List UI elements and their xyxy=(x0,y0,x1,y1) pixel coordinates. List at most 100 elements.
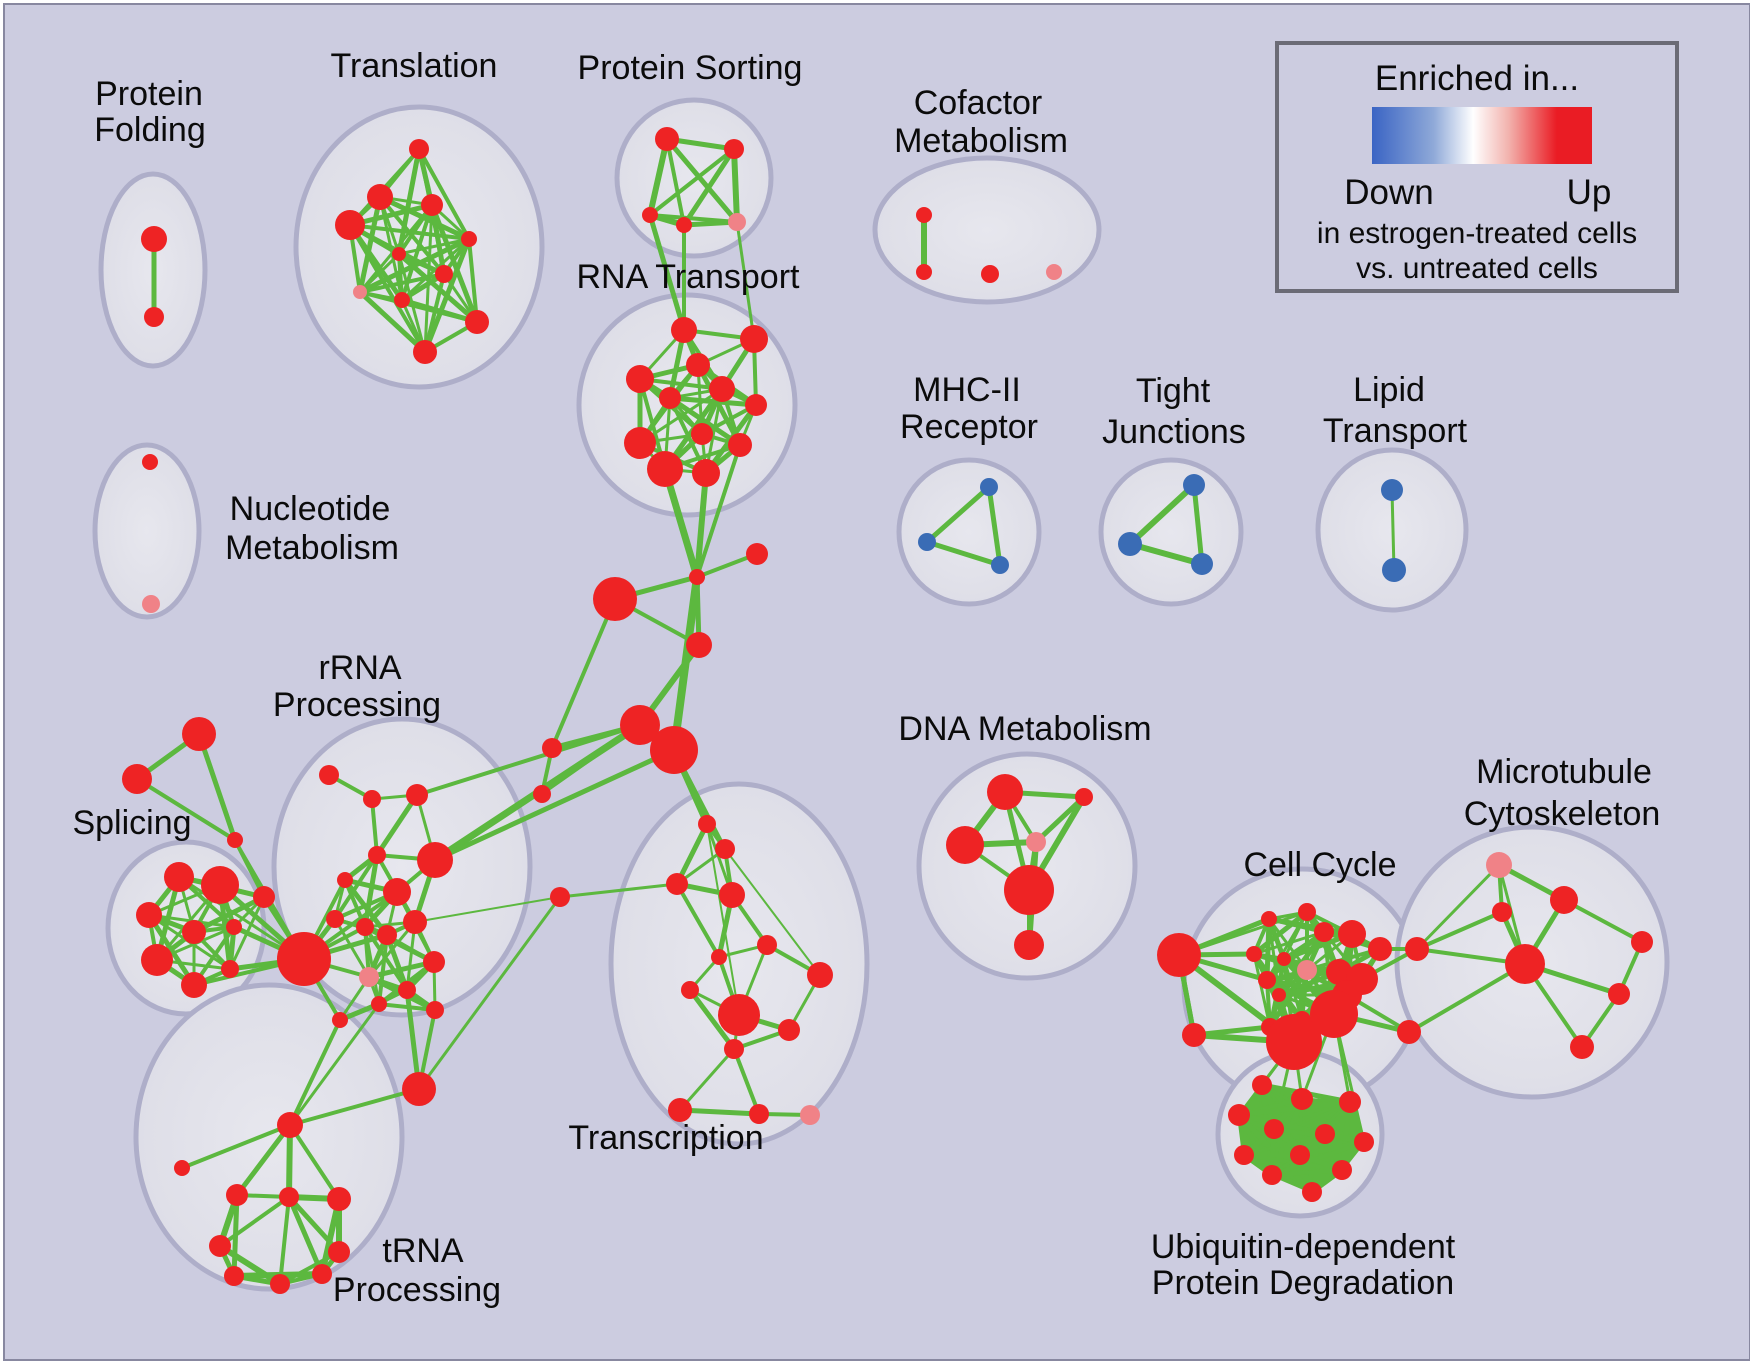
network-node[interactable] xyxy=(724,1039,744,1059)
network-node[interactable] xyxy=(181,972,207,998)
network-node[interactable] xyxy=(918,533,936,551)
network-node[interactable] xyxy=(642,207,658,223)
network-node[interactable] xyxy=(1368,937,1392,961)
network-node[interactable] xyxy=(201,866,239,904)
network-node[interactable] xyxy=(164,862,194,892)
network-node[interactable] xyxy=(1298,903,1316,921)
network-node[interactable] xyxy=(328,1241,350,1263)
network-node[interactable] xyxy=(1505,944,1545,984)
network-node[interactable] xyxy=(1486,852,1512,878)
network-node[interactable] xyxy=(757,935,777,955)
network-node[interactable] xyxy=(277,1112,303,1138)
network-node[interactable] xyxy=(1272,988,1286,1002)
network-node[interactable] xyxy=(1228,1104,1250,1126)
network-node[interactable] xyxy=(650,726,698,774)
network-node[interactable] xyxy=(174,1160,190,1176)
network-node[interactable] xyxy=(122,764,152,794)
network-node[interactable] xyxy=(745,394,767,416)
network-node[interactable] xyxy=(1014,930,1044,960)
network-node[interactable] xyxy=(916,207,932,223)
network-node[interactable] xyxy=(392,247,406,261)
network-node[interactable] xyxy=(1246,946,1262,962)
network-node[interactable] xyxy=(778,1019,800,1041)
network-node[interactable] xyxy=(209,1235,231,1257)
network-node[interactable] xyxy=(749,1104,769,1124)
network-node[interactable] xyxy=(326,910,344,928)
network-node[interactable] xyxy=(655,127,679,151)
network-node[interactable] xyxy=(356,918,374,936)
network-node[interactable] xyxy=(383,878,411,906)
network-node[interactable] xyxy=(676,217,692,233)
network-node[interactable] xyxy=(593,577,637,621)
network-node[interactable] xyxy=(1310,990,1358,1038)
network-node[interactable] xyxy=(423,951,445,973)
network-node[interactable] xyxy=(319,765,339,785)
network-node[interactable] xyxy=(227,832,243,848)
network-node[interactable] xyxy=(724,139,744,159)
network-node[interactable] xyxy=(1191,553,1213,575)
network-node[interactable] xyxy=(1252,1075,1272,1095)
network-node[interactable] xyxy=(624,427,656,459)
network-node[interactable] xyxy=(1075,788,1093,806)
network-node[interactable] xyxy=(461,231,477,247)
network-node[interactable] xyxy=(332,1012,348,1028)
network-node[interactable] xyxy=(719,882,745,908)
network-node[interactable] xyxy=(980,478,998,496)
network-node[interactable] xyxy=(1302,1182,1322,1202)
network-node[interactable] xyxy=(359,967,379,987)
network-node[interactable] xyxy=(224,1266,244,1286)
network-node[interactable] xyxy=(394,292,410,308)
network-node[interactable] xyxy=(698,815,716,833)
network-node[interactable] xyxy=(1339,1091,1361,1113)
network-node[interactable] xyxy=(1297,960,1317,980)
network-node[interactable] xyxy=(142,454,158,470)
network-node[interactable] xyxy=(689,569,705,585)
network-node[interactable] xyxy=(421,194,443,216)
network-node[interactable] xyxy=(1118,532,1142,556)
network-node[interactable] xyxy=(740,325,768,353)
network-node[interactable] xyxy=(367,184,393,210)
network-node[interactable] xyxy=(1182,1023,1206,1047)
network-node[interactable] xyxy=(353,285,367,299)
network-node[interactable] xyxy=(728,213,746,231)
network-node[interactable] xyxy=(182,920,206,944)
network-node[interactable] xyxy=(668,1098,692,1122)
network-node[interactable] xyxy=(270,1274,290,1294)
network-node[interactable] xyxy=(946,826,984,864)
network-node[interactable] xyxy=(1291,1088,1313,1110)
network-node[interactable] xyxy=(686,632,712,658)
network-node[interactable] xyxy=(1397,1020,1421,1044)
network-node[interactable] xyxy=(327,1187,351,1211)
network-node[interactable] xyxy=(691,423,713,445)
network-node[interactable] xyxy=(144,307,164,327)
network-node[interactable] xyxy=(398,981,416,999)
network-node[interactable] xyxy=(542,738,562,758)
network-node[interactable] xyxy=(807,962,833,988)
network-node[interactable] xyxy=(1326,959,1352,985)
network-node[interactable] xyxy=(141,226,167,252)
network-node[interactable] xyxy=(666,873,688,895)
network-node[interactable] xyxy=(1004,865,1054,915)
network-node[interactable] xyxy=(746,543,768,565)
network-node[interactable] xyxy=(426,1001,444,1019)
network-node[interactable] xyxy=(1258,971,1276,989)
network-node[interactable] xyxy=(253,886,275,908)
network-node[interactable] xyxy=(1290,1145,1310,1165)
network-node[interactable] xyxy=(1570,1035,1594,1059)
network-node[interactable] xyxy=(800,1105,820,1125)
network-node[interactable] xyxy=(435,265,453,283)
network-node[interactable] xyxy=(1026,832,1046,852)
network-node[interactable] xyxy=(1405,937,1429,961)
network-node[interactable] xyxy=(403,910,427,934)
network-node[interactable] xyxy=(417,842,453,878)
network-node[interactable] xyxy=(1234,1145,1254,1165)
network-node[interactable] xyxy=(916,264,932,280)
network-node[interactable] xyxy=(141,944,173,976)
network-node[interactable] xyxy=(1382,558,1406,582)
network-node[interactable] xyxy=(550,887,570,907)
network-node[interactable] xyxy=(1157,933,1201,977)
network-node[interactable] xyxy=(709,376,735,402)
network-node[interactable] xyxy=(335,210,365,240)
network-node[interactable] xyxy=(715,839,735,859)
network-node[interactable] xyxy=(671,317,697,343)
